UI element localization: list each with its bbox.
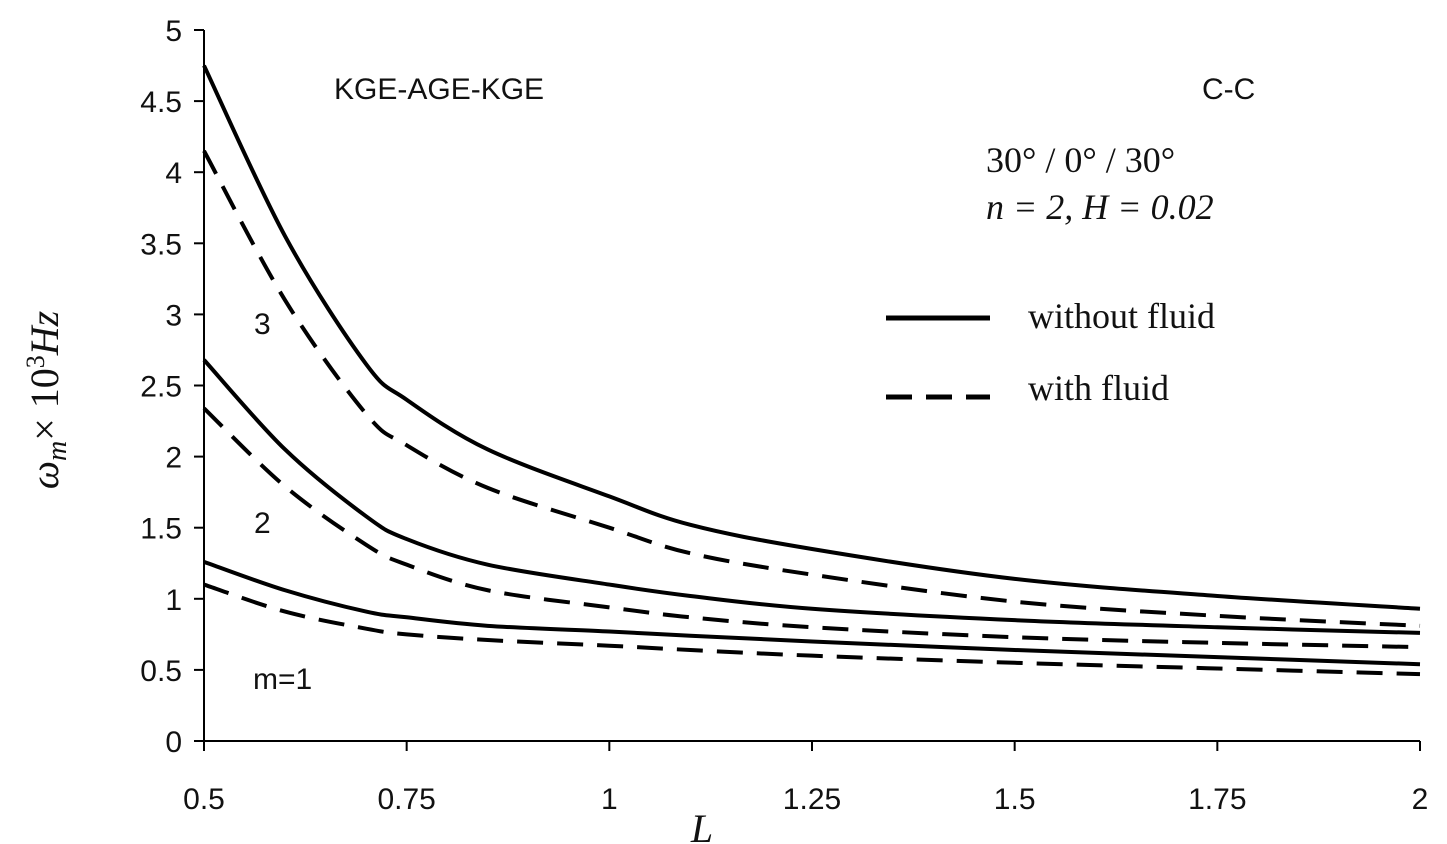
y-tick-label: 4 [165, 157, 182, 190]
y-tick-label: 3.5 [140, 228, 182, 261]
mode-1-label: m=1 [253, 663, 312, 696]
y-axis-title-unit: Hz [22, 310, 67, 356]
params-annotation: n = 2, H = 0.02 [986, 187, 1214, 227]
series-line-solid-mode-1 [204, 562, 1420, 664]
y-axis-title: ωm× 103Hz [21, 310, 73, 489]
series-line-solid-mode-3 [204, 66, 1420, 609]
boundary-annotation: C-C [1202, 73, 1255, 106]
y-tick-label: 2.5 [140, 371, 182, 404]
y-axis-title-times: × 10 [22, 368, 67, 441]
legend-label-dashed: with fluid [1028, 368, 1169, 408]
series-line-dashed-mode-2 [204, 408, 1420, 647]
y-axis-title-exponent: 3 [21, 355, 50, 368]
x-tick-label: 1 [601, 783, 618, 816]
y-tick-label: 1.5 [140, 513, 182, 546]
y-tick-label: 2 [165, 442, 182, 475]
y-axis-title-subscript: m [42, 441, 73, 461]
series-layer [204, 66, 1420, 675]
y-ticks: 0 0.5 1 1.5 2 2.5 3 3.5 4 4.5 5 [140, 15, 204, 759]
mode-3-label: 3 [254, 308, 271, 341]
series-line-solid-mode-2 [204, 360, 1420, 633]
legend: without fluid with fluid [886, 296, 1215, 408]
x-axis-title: L [690, 806, 713, 844]
y-tick-label: 5 [165, 15, 182, 48]
y-axis-title-omega: ω [22, 461, 67, 489]
material-annotation: KGE-AGE-KGE [334, 73, 544, 106]
y-tick-label: 0 [165, 726, 182, 759]
x-tick-label: 1.25 [783, 783, 841, 816]
y-tick-label: 4.5 [140, 86, 182, 119]
x-tick-label: 1.75 [1188, 783, 1246, 816]
y-tick-label: 3 [165, 299, 182, 332]
x-ticks: 0.5 0.75 1 1.25 1.5 1.75 2 [183, 741, 1428, 816]
x-tick-label: 0.75 [377, 783, 435, 816]
x-tick-label: 0.5 [183, 783, 225, 816]
mode-2-label: 2 [254, 507, 271, 540]
layup-annotation: 30° / 0° / 30° [986, 140, 1175, 180]
y-tick-label: 1 [165, 584, 182, 617]
legend-label-solid: without fluid [1028, 296, 1215, 336]
x-tick-label: 2 [1412, 783, 1429, 816]
y-tick-label: 0.5 [140, 655, 182, 688]
x-tick-label: 1.5 [994, 783, 1036, 816]
